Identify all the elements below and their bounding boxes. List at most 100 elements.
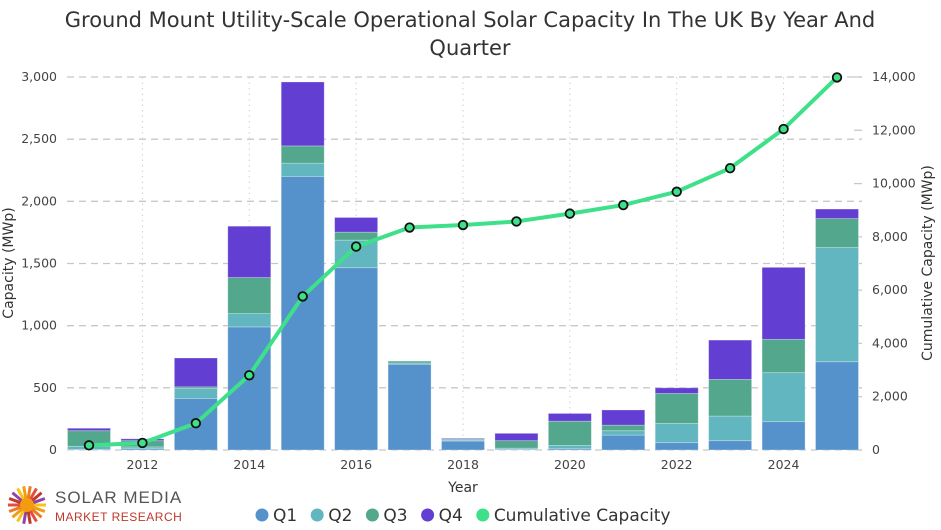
bar-q1-2021 bbox=[601, 434, 646, 451]
bar-q1-2024 bbox=[761, 421, 806, 451]
y-tick-label: 0 bbox=[49, 442, 57, 457]
bar-q4-2021 bbox=[601, 409, 646, 426]
cumulative-point-2024 bbox=[778, 123, 789, 135]
legend-marker-q3 bbox=[365, 508, 379, 522]
x-axis-label: Year bbox=[447, 480, 478, 496]
sun-ray bbox=[8, 497, 22, 505]
sun-ray bbox=[28, 509, 38, 523]
sun-ray bbox=[22, 486, 28, 500]
bar-q1-2025 bbox=[815, 361, 859, 451]
x-tick-label: 2018 bbox=[447, 457, 479, 472]
bar-q2-2018 bbox=[441, 439, 485, 442]
sun-ray bbox=[30, 507, 43, 519]
cumulative-point-2011 bbox=[83, 440, 95, 451]
x-tick-label: 2012 bbox=[127, 457, 159, 472]
bar-q2-2017 bbox=[387, 362, 432, 365]
cumulative-point-2020 bbox=[564, 208, 576, 219]
y2-tick-label: 0 bbox=[872, 442, 880, 457]
x-tick-label: 2022 bbox=[661, 457, 693, 472]
bar-q4-2014 bbox=[227, 225, 272, 278]
sun-ray bbox=[11, 507, 24, 519]
chart-title-line-2: Quarter bbox=[429, 36, 510, 60]
bar-q4-2016 bbox=[334, 217, 379, 233]
y-tick-label: 3,000 bbox=[21, 69, 57, 84]
legend: Q1 Q2 Q3 Q4 Cumulative Capacity bbox=[255, 506, 671, 526]
y2-tick-label: 8,000 bbox=[872, 229, 908, 244]
bar-q4-2022 bbox=[654, 387, 699, 394]
sun-ray bbox=[30, 491, 43, 503]
cumulative-point-2015 bbox=[297, 291, 308, 302]
bar-q3-2015 bbox=[280, 145, 325, 164]
sun-ray bbox=[16, 509, 26, 523]
legend-marker-q1 bbox=[255, 508, 269, 522]
bar-q2-2021 bbox=[601, 430, 646, 436]
x-tick-label: 2016 bbox=[340, 457, 372, 472]
bar-q2-2013 bbox=[173, 388, 218, 399]
bar-q3-2024 bbox=[761, 338, 806, 374]
bar-q1-2018 bbox=[441, 440, 485, 451]
cumulative-point-2014 bbox=[244, 370, 255, 381]
sun-ray bbox=[32, 497, 46, 505]
bar-q4-2020 bbox=[547, 413, 592, 422]
bar-q3-2023 bbox=[708, 378, 753, 417]
legend-marker-q4 bbox=[421, 508, 435, 522]
bar-q1-2017 bbox=[387, 363, 432, 451]
cumulative-point-2012 bbox=[137, 437, 148, 449]
bar-q3-2016 bbox=[334, 231, 379, 241]
legend-label: Q3 bbox=[383, 506, 407, 526]
bar-q1-2022 bbox=[654, 442, 699, 451]
bar-q4-2024 bbox=[761, 266, 806, 340]
y2-tick-label: 4,000 bbox=[872, 335, 908, 350]
solar-media-logo: SOLAR MEDIA MARKET RESEARCH bbox=[8, 486, 182, 524]
y-tick-label: 500 bbox=[33, 380, 57, 395]
x-tick-label: 2014 bbox=[233, 457, 265, 472]
cumulative-point-2019 bbox=[511, 216, 522, 227]
bar-q4-2023 bbox=[708, 339, 753, 380]
bar-q3-2014 bbox=[227, 277, 272, 315]
legend-marker-q2 bbox=[310, 508, 324, 522]
cumulative-point-2018 bbox=[457, 219, 469, 231]
cumulative-point-2016 bbox=[350, 241, 362, 252]
y2-tick-label: 12,000 bbox=[872, 122, 916, 137]
bar-q2-2024 bbox=[761, 372, 806, 423]
legend-label: Q2 bbox=[328, 506, 352, 526]
y2-tick-label: 2,000 bbox=[872, 389, 908, 404]
bar-q3-2017 bbox=[387, 360, 432, 364]
sun-ray bbox=[22, 510, 28, 524]
y2-tick-label: 10,000 bbox=[872, 176, 916, 191]
cumulative-point-2022 bbox=[671, 186, 682, 197]
legend-label: Cumulative Capacity bbox=[494, 506, 671, 526]
bar-q2-2020 bbox=[547, 444, 592, 450]
sun-ray bbox=[28, 487, 38, 501]
sun-ray bbox=[26, 486, 32, 500]
chart-title-line-1: Ground Mount Utility-Scale Operational S… bbox=[65, 8, 875, 32]
y2-tick-label: 6,000 bbox=[872, 282, 908, 297]
bar-q3-2020 bbox=[547, 420, 592, 446]
cumulative-point-2013 bbox=[190, 418, 202, 429]
sun-ray bbox=[32, 505, 46, 513]
bar-q3-2025 bbox=[815, 218, 859, 248]
bar-q4-2015 bbox=[280, 81, 325, 147]
logo-line-1: SOLAR MEDIA bbox=[55, 488, 182, 507]
y2-tick-label: 14,000 bbox=[872, 69, 916, 84]
bar-q4-2019 bbox=[494, 432, 539, 442]
y-tick-label: 1,500 bbox=[21, 256, 57, 271]
bar-q4-2025 bbox=[815, 208, 859, 219]
legend-marker-cumulative-capacity bbox=[476, 508, 490, 522]
logo-line-2: MARKET RESEARCH bbox=[55, 510, 182, 524]
bar-q1-2016 bbox=[334, 267, 379, 451]
bar-q2-2015 bbox=[280, 162, 325, 177]
cumulative-point-2023 bbox=[724, 162, 736, 174]
y-tick-label: 2,000 bbox=[21, 193, 57, 208]
cumulative-point-2021 bbox=[618, 199, 629, 211]
y-tick-label: 1,000 bbox=[21, 318, 57, 333]
bar-q2-2025 bbox=[815, 247, 859, 363]
bar-q4-2011 bbox=[67, 427, 111, 432]
bar-q2-2019 bbox=[494, 447, 539, 450]
cumulative-point-2017 bbox=[404, 222, 415, 233]
sun-ray bbox=[16, 487, 26, 501]
bar-q2-2014 bbox=[227, 313, 272, 328]
bar-q4-2013 bbox=[173, 357, 218, 388]
x-tick-label: 2024 bbox=[768, 457, 800, 472]
bar-q3-2019 bbox=[494, 440, 539, 449]
